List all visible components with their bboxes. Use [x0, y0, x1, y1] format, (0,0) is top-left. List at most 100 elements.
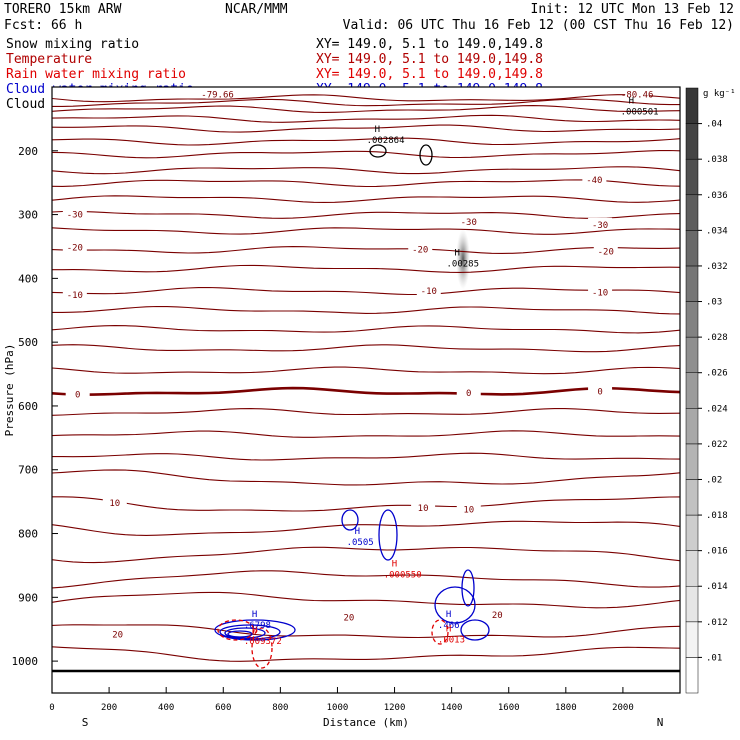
rain-water-contour [251, 627, 273, 669]
x-tick-label: 0 [49, 703, 54, 713]
colorbar-cell [685, 123, 699, 160]
isotherm-label: -10 [67, 291, 83, 301]
south-label: S [82, 716, 89, 729]
colorbar-tick-label: .022 [706, 440, 728, 450]
max-marker: H [446, 625, 451, 635]
legend-xy: XY= 149.0, 5.1 to 149.0,149.8 [316, 52, 543, 67]
cloud-water-contour [461, 569, 475, 607]
isotherm-label: 20 [112, 630, 123, 640]
isotherm [51, 344, 681, 353]
colorbar-cell [685, 443, 699, 480]
y-axis: 200 300 400 500 600 700 800 900 1000 [12, 145, 58, 668]
label-bg [65, 387, 90, 399]
isotherm [51, 210, 681, 219]
label-bg [205, 87, 230, 99]
label-bg [416, 284, 441, 296]
colorbar-cell [685, 585, 699, 623]
y-axis-label: Pressure (hPa) [3, 344, 16, 437]
isotherm-label: -10 [592, 288, 608, 298]
isotherm [51, 430, 681, 438]
isotherm [51, 386, 681, 397]
legend-entry: Snow mixing ratio [6, 37, 139, 52]
isotherm-label: -80.46 [621, 91, 654, 101]
label-bg [588, 285, 613, 297]
max-annotations: H.002864H.000501H.00285H.0505H.000550H.6… [244, 97, 659, 647]
x-tick-label: 1000 [327, 703, 349, 713]
max-value: .00285 [446, 259, 479, 269]
y-tick-label: 400 [18, 272, 38, 285]
temperature-contours [51, 94, 681, 662]
max-marker: H [252, 610, 257, 620]
label-bg [485, 608, 510, 620]
max-marker: H [375, 125, 380, 135]
isotherm-label: -20 [67, 244, 83, 254]
y-tick-label: 1000 [12, 655, 39, 668]
isotherm-label: 10 [109, 499, 120, 509]
snow-max-shading [456, 229, 471, 290]
cloud-water-contour [227, 630, 253, 638]
isotherm-label: 0 [466, 389, 471, 399]
colorbar-cell [685, 657, 699, 694]
isotherm [51, 124, 681, 133]
x-tick-label: 1800 [555, 703, 577, 713]
isotherm [51, 195, 681, 203]
legend-xy: XY= 149.0, 5.1 to 149.0,149.8 [316, 67, 543, 82]
rain-water-contour [431, 619, 449, 645]
isotherm-label: 10 [418, 504, 429, 514]
colorbar-cell [685, 194, 699, 231]
x-tick-label: 200 [101, 703, 117, 713]
isotherm [51, 137, 681, 146]
legend-xy: XY= 149.0, 5.1 to 149.0,149.8 [316, 37, 543, 52]
isotherm [52, 496, 681, 512]
max-value: .000501 [621, 108, 659, 118]
cloud-water-contour [434, 586, 476, 624]
colorbar-cell [685, 550, 699, 587]
y-tick-label: 200 [18, 145, 38, 158]
isotherm [51, 227, 681, 235]
colorbar-tick-label: .016 [706, 547, 728, 557]
isotherm-label: -20 [598, 248, 614, 258]
isotherm [52, 98, 680, 107]
isotherm [51, 149, 681, 159]
label-bg [582, 173, 607, 185]
model-title: TORERO 15km ARW [4, 2, 122, 17]
colorbar-tick-label: .04 [706, 120, 722, 130]
cloud-water-contour [219, 624, 281, 640]
ice-contour [369, 144, 387, 158]
label-bg [625, 87, 650, 99]
legend-entry: Temperature [6, 52, 92, 67]
cloud-water-contour [378, 509, 398, 561]
isotherm [51, 366, 681, 375]
colorbar-cell [685, 301, 699, 338]
max-marker: H [454, 248, 459, 258]
colorbar-tick-label: .014 [706, 582, 728, 592]
label-bg [588, 384, 613, 396]
max-value: .000550 [384, 571, 422, 581]
max-value: .466 [438, 621, 460, 631]
isotherm [51, 105, 681, 113]
y-tick-label: 900 [18, 591, 38, 604]
colorbar-tick-label: .018 [706, 511, 728, 521]
isotherm-label: -40 [586, 176, 602, 186]
isotherm-label: 0 [75, 390, 80, 400]
colorbar-cell [685, 87, 699, 124]
colorbar-tick-label: .028 [706, 333, 728, 343]
x-tick-label: 600 [215, 703, 231, 713]
colorbar-cell [685, 230, 699, 267]
colorbar-cell [685, 158, 699, 196]
valid-time: Valid: 06 UTC Thu 16 Feb 12 (00 CST Thu … [343, 18, 734, 33]
label-bg [411, 501, 436, 513]
label-bg [408, 242, 433, 254]
x-tick-label: 1600 [498, 703, 520, 713]
x-tick-label: 400 [158, 703, 174, 713]
ice-contour [419, 144, 433, 166]
isotherm [51, 286, 681, 296]
isotherm [51, 591, 681, 609]
isotherm [51, 166, 681, 175]
max-marker: H [355, 527, 360, 537]
isotherm-label: -30 [592, 221, 608, 231]
x-tick-label: 1200 [384, 703, 406, 713]
label-bg [456, 386, 481, 398]
y-tick-label: 500 [18, 336, 38, 349]
